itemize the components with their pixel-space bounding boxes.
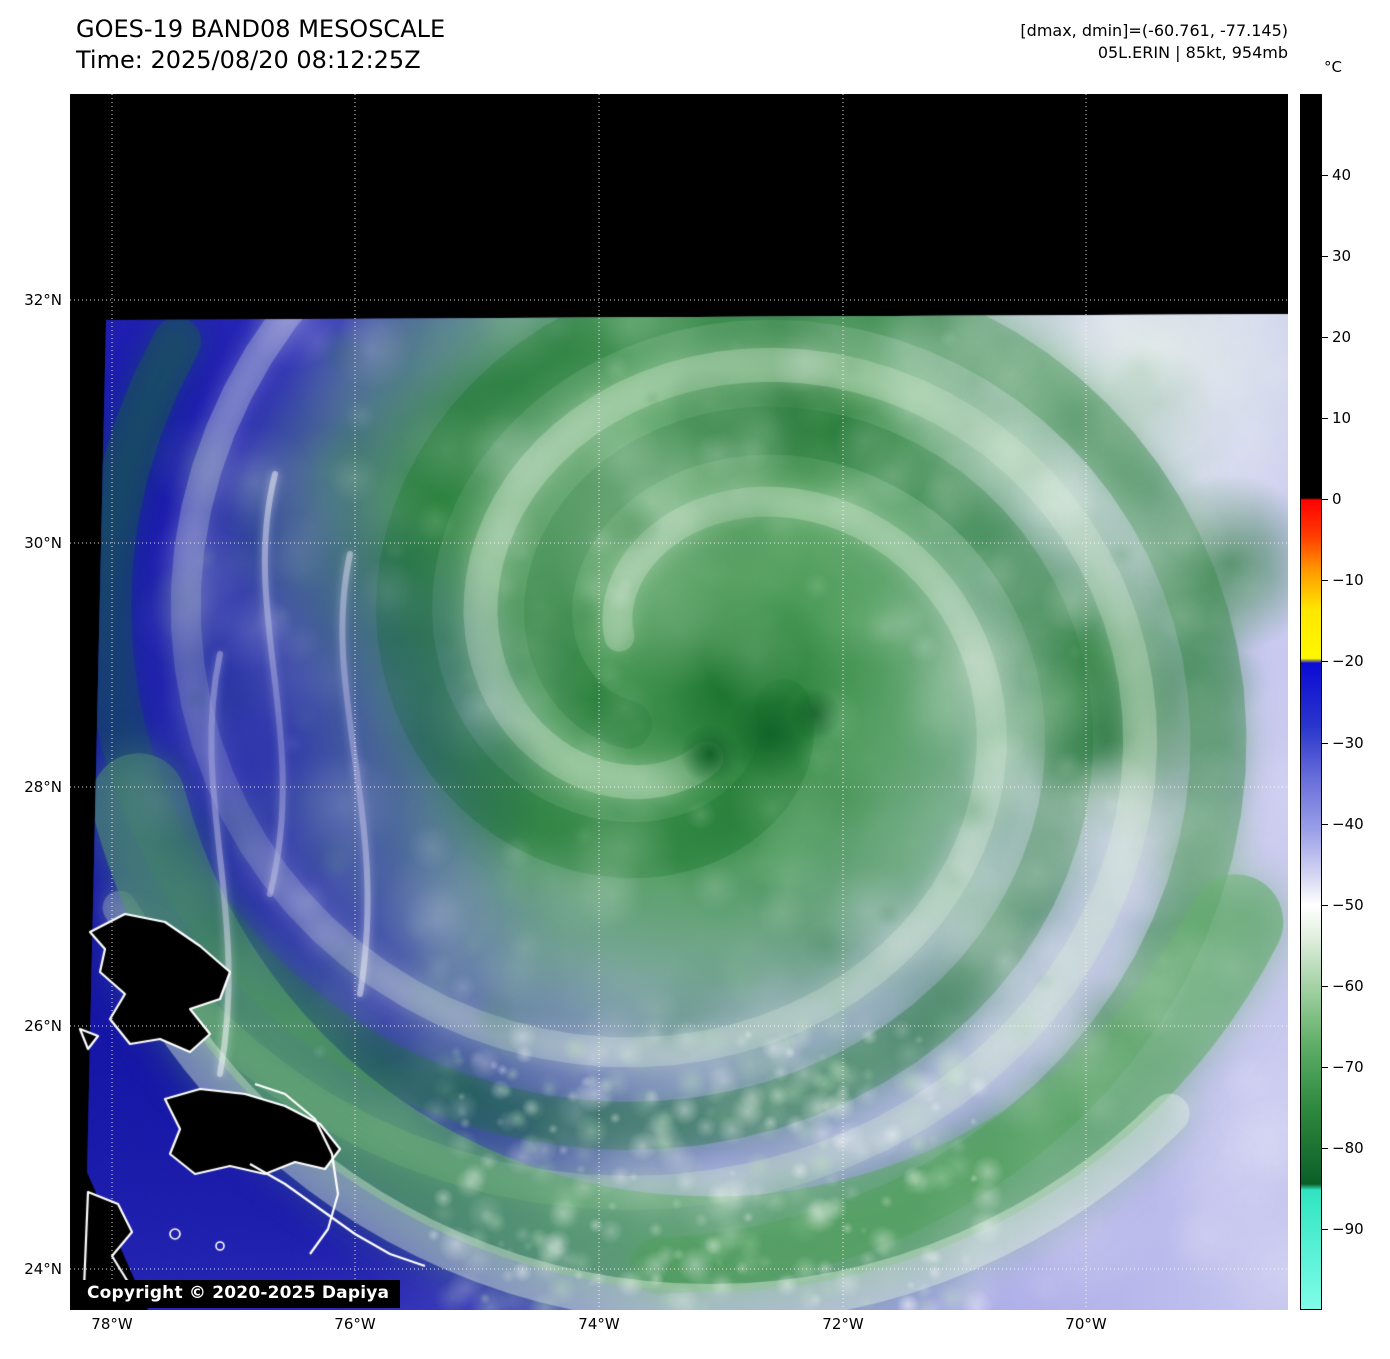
lon-tick-label: 72°W: [822, 1315, 864, 1333]
colorbar-tick-mark: [1322, 1067, 1328, 1068]
header: GOES-19 BAND08 MESOSCALE Time: 2025/08/2…: [76, 14, 445, 76]
colorbar-tick-mark: [1322, 1148, 1328, 1149]
storm-info: 05L.ERIN | 85kt, 954mb: [1097, 42, 1288, 62]
colorbar-tick-label: −50: [1332, 896, 1364, 914]
map-plot-area: [70, 94, 1288, 1310]
colorbar-tick-mark: [1322, 905, 1328, 906]
colorbar-tick-mark: [1322, 824, 1328, 825]
lon-tick-label: 70°W: [1065, 1315, 1107, 1333]
lat-tick-label: 24°N: [24, 1260, 62, 1278]
colorbar-tick-label: −90: [1332, 1220, 1364, 1238]
colorbar-tick-mark: [1322, 256, 1328, 257]
colorbar-tick-label: −30: [1332, 734, 1364, 752]
colorbar-unit-label: °C: [1324, 58, 1342, 76]
colorbar-tick-mark: [1322, 175, 1328, 176]
lat-tick-label: 32°N: [24, 291, 62, 309]
page-title: GOES-19 BAND08 MESOSCALE: [76, 15, 446, 43]
colorbar-tick-label: −20: [1332, 652, 1364, 670]
lon-tick-label: 76°W: [334, 1315, 376, 1333]
dmax-dmin-readout: [dmax, dmin]=(-60.761, -77.145): [1020, 21, 1288, 40]
colorbar-tick-mark: [1322, 418, 1328, 419]
colorbar-tick-label: 10: [1332, 409, 1352, 427]
colorbar-tick-mark: [1322, 743, 1328, 744]
colorbar-tick-mark: [1322, 337, 1328, 338]
timestamp: Time: 2025/08/20 08:12:25Z: [76, 46, 421, 75]
lat-tick-label: 30°N: [24, 534, 62, 552]
colorbar-tick-mark: [1322, 1229, 1328, 1230]
colorbar: [1300, 94, 1322, 1310]
satellite-image: [70, 94, 1288, 1310]
colorbar-tick-label: 0: [1332, 490, 1342, 508]
header-info: [dmax, dmin]=(-60.761, -77.145) 05L.ERIN…: [1020, 20, 1288, 63]
colorbar-tick-mark: [1322, 499, 1328, 500]
colorbar-tick-label: 30: [1332, 247, 1352, 265]
colorbar-tick-label: −70: [1332, 1058, 1364, 1076]
lat-tick-label: 26°N: [24, 1017, 62, 1035]
colorbar-tick-label: 40: [1332, 166, 1352, 184]
lon-tick-label: 78°W: [91, 1315, 133, 1333]
colorbar-tick-label: −40: [1332, 815, 1364, 833]
grid-overlay: [70, 94, 1288, 1310]
colorbar-tick-label: −60: [1332, 977, 1364, 995]
copyright-watermark: Copyright © 2020-2025 Dapiya: [76, 1280, 401, 1308]
colorbar-tick-label: −10: [1332, 571, 1364, 589]
lon-tick-label: 74°W: [578, 1315, 620, 1333]
lat-tick-label: 28°N: [24, 778, 62, 796]
colorbar-tick-mark: [1322, 986, 1328, 987]
colorbar-tick-label: 20: [1332, 328, 1352, 346]
colorbar-tick-label: −80: [1332, 1139, 1364, 1157]
colorbar-tick-mark: [1322, 580, 1328, 581]
colorbar-tick-mark: [1322, 661, 1328, 662]
